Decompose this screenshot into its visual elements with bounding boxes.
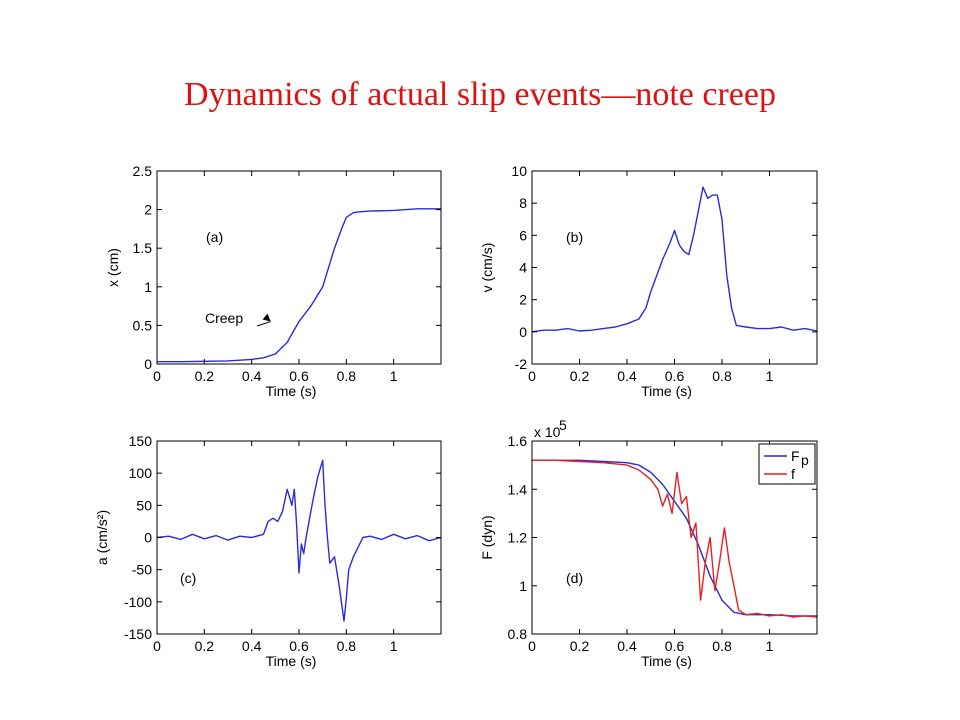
panel-4: 0 0.2 0.4 0.6 0.8 1 0.8 1 1.2 1.4 1.6 Time (s) F (dy… — [479, 417, 818, 669]
y-tick-label: 8 — [519, 195, 527, 211]
x-tick-label: 0.8 — [337, 368, 357, 384]
x-axis-label: Time (s) — [641, 653, 692, 669]
y-tick-label: 2.5 — [133, 163, 153, 179]
y-tick-label: -100 — [124, 594, 152, 610]
x-tick-label: 1 — [766, 368, 774, 384]
y-tick-label: -2 — [515, 356, 528, 372]
slide-title: Dynamics of actual slip events—note cree… — [184, 76, 776, 113]
y-tick-label: 1.6 — [508, 433, 528, 449]
panel-label: (c) — [180, 570, 196, 586]
x-tick-label: 0 — [153, 638, 161, 654]
x-axis-label: Time (s) — [641, 383, 692, 399]
y-tick-label: 1.4 — [508, 481, 528, 497]
x-tick-label: 0.4 — [242, 638, 262, 654]
scale-exponent: 5 — [559, 417, 567, 433]
x-tick-label: 0.6 — [289, 638, 309, 654]
axes-frame — [156, 170, 442, 365]
panel-1: 0 0.2 0.4 0.6 0.8 1 0 0.5 1 1.5 2 2.5 Time (s) x (cm)… — [105, 163, 442, 399]
y-tick-label: 0.5 — [133, 317, 153, 333]
x-tick-label: 1 — [390, 368, 398, 384]
y-tick-label: 1.2 — [508, 530, 528, 546]
series-line-1 — [156, 459, 442, 622]
series-line-f — [532, 459, 818, 618]
y-tick-label: -50 — [132, 562, 152, 578]
series-line-1 — [531, 186, 818, 333]
y-axis-label: a (cm/s²) — [94, 510, 110, 565]
x-tick-label: 0.4 — [242, 368, 262, 384]
x-axis-label: Time (s) — [266, 653, 317, 669]
x-tick-label: 0.4 — [617, 638, 637, 654]
y-tick-label: 0 — [144, 356, 152, 372]
x-tick-label: 0 — [153, 368, 161, 384]
y-axis-label: F (dyn) — [479, 515, 495, 559]
annotation-creep: Creep — [205, 310, 243, 326]
y-tick-label: 1 — [519, 578, 527, 594]
y-tick-label: 10 — [511, 163, 527, 179]
annotation-arrowhead — [262, 313, 271, 322]
x-tick-label: 0.6 — [289, 368, 309, 384]
x-axis-label: Time (s) — [266, 383, 317, 399]
x-tick-label: 0 — [528, 368, 536, 384]
x-tick-label: 0.8 — [712, 638, 732, 654]
series-line-1 — [157, 208, 441, 363]
legend-subscript: p — [801, 452, 809, 468]
y-tick-label: 1 — [144, 279, 152, 295]
y-tick-label: 2 — [144, 202, 152, 218]
panel-3: 0 0.2 0.4 0.6 0.8 1 -150 -100 -50 0 50 100 150 Time (… — [94, 433, 442, 669]
y-tick-label: 4 — [519, 260, 527, 276]
scale-label: x 10 — [534, 424, 561, 440]
legend-label: F — [791, 448, 800, 464]
x-tick-label: 1 — [390, 638, 398, 654]
x-tick-label: 0.6 — [665, 638, 685, 654]
x-tick-label: 0.6 — [665, 368, 685, 384]
x-tick-label: 0.4 — [617, 368, 637, 384]
y-tick-label: 50 — [136, 497, 152, 513]
y-tick-label: 6 — [519, 227, 527, 243]
annotation-arrow — [256, 321, 271, 327]
panel-label: (a) — [206, 229, 223, 245]
x-tick-label: 0.8 — [337, 638, 357, 654]
y-tick-label: 100 — [129, 465, 153, 481]
y-axis-label: x (cm) — [105, 248, 121, 287]
y-tick-label: -150 — [124, 626, 152, 642]
y-tick-label: 0 — [144, 530, 152, 546]
legend-box — [758, 443, 816, 485]
y-tick-label: 0.8 — [508, 626, 528, 642]
y-tick-label: 150 — [129, 433, 153, 449]
x-tick-label: 0.2 — [195, 368, 215, 384]
y-tick-label: 1.5 — [133, 240, 153, 256]
x-tick-label: 0 — [528, 638, 536, 654]
x-tick-label: 0.2 — [570, 638, 590, 654]
x-tick-label: 0.8 — [712, 368, 732, 384]
y-axis-label: v (cm/s) — [479, 243, 495, 293]
axes-frame — [531, 170, 818, 365]
x-tick-label: 0.2 — [195, 638, 215, 654]
x-tick-label: 1 — [766, 638, 774, 654]
y-tick-label: 0 — [519, 324, 527, 340]
panel-label: (d) — [566, 570, 583, 586]
legend-label: f — [791, 466, 795, 482]
y-tick-label: 2 — [519, 292, 527, 308]
x-tick-label: 0.2 — [570, 368, 590, 384]
panel-label: (b) — [566, 229, 583, 245]
